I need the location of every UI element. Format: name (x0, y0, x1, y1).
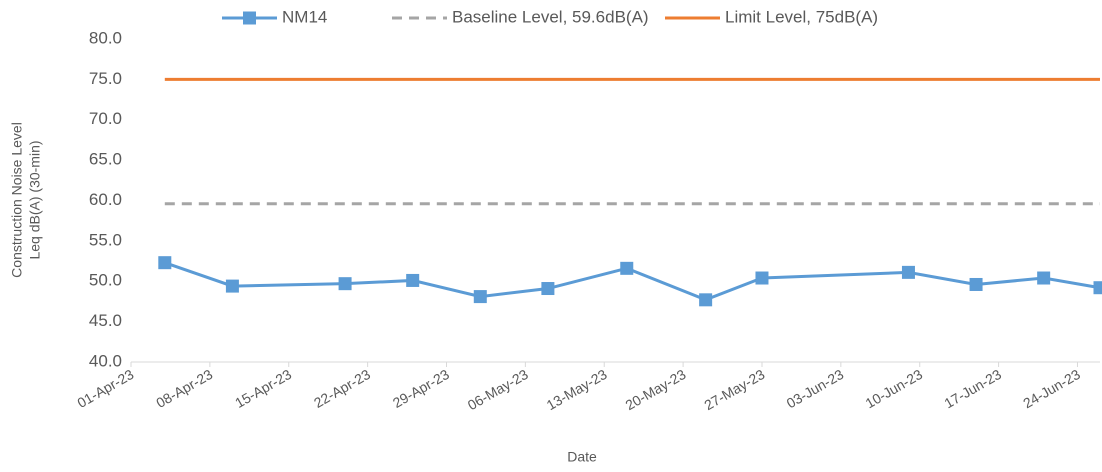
marker (1093, 281, 1102, 295)
x-tick-label: 22-Apr-23 (311, 366, 373, 411)
x-tick-label: 01-Apr-23 (74, 366, 136, 411)
legend-label: NM14 (282, 7, 327, 26)
x-tick-label: 29-Apr-23 (390, 366, 452, 411)
x-tick-label: 15-Apr-23 (232, 366, 294, 411)
marker (473, 290, 487, 304)
marker (620, 261, 634, 275)
marker (969, 277, 983, 291)
y-axis-label: Construction Noise Level (9, 122, 25, 278)
y-tick-label: 55.0 (89, 230, 122, 249)
marker (1037, 271, 1051, 285)
x-tick-label: 17-Jun-23 (941, 366, 1004, 411)
y-tick-label: 70.0 (89, 109, 122, 128)
y-tick-label: 75.0 (89, 69, 122, 88)
y-tick-label: 65.0 (89, 150, 122, 169)
x-tick-label: 27-May-23 (701, 366, 767, 413)
y-tick-label: 60.0 (89, 190, 122, 209)
legend-marker (243, 11, 256, 25)
x-tick-label: 13-May-23 (544, 366, 610, 413)
y-tick-label: 50.0 (89, 271, 122, 290)
x-tick-label: 06-May-23 (465, 366, 531, 413)
y-tick-label: 40.0 (89, 351, 122, 370)
marker (158, 256, 172, 270)
marker (225, 279, 239, 293)
marker (406, 273, 420, 287)
legend-label: Baseline Level, 59.6dB(A) (452, 7, 649, 26)
marker (541, 282, 555, 296)
marker (901, 265, 915, 279)
x-tick-label: 03-Jun-23 (784, 366, 847, 411)
y-tick-label: 45.0 (89, 311, 122, 330)
x-tick-label: 08-Apr-23 (153, 366, 215, 411)
marker (755, 271, 769, 285)
marker (699, 293, 713, 307)
y-tick-label: 80.0 (89, 28, 122, 47)
x-tick-label: 20-May-23 (623, 366, 689, 413)
legend-label: Limit Level, 75dB(A) (725, 7, 878, 26)
x-tick-label: 10-Jun-23 (862, 366, 925, 411)
x-axis-label: Date (567, 449, 597, 465)
y-axis-label: Leq dB(A) (30-min) (27, 140, 43, 259)
marker (338, 277, 352, 291)
x-tick-label: 24-Jun-23 (1020, 366, 1083, 411)
